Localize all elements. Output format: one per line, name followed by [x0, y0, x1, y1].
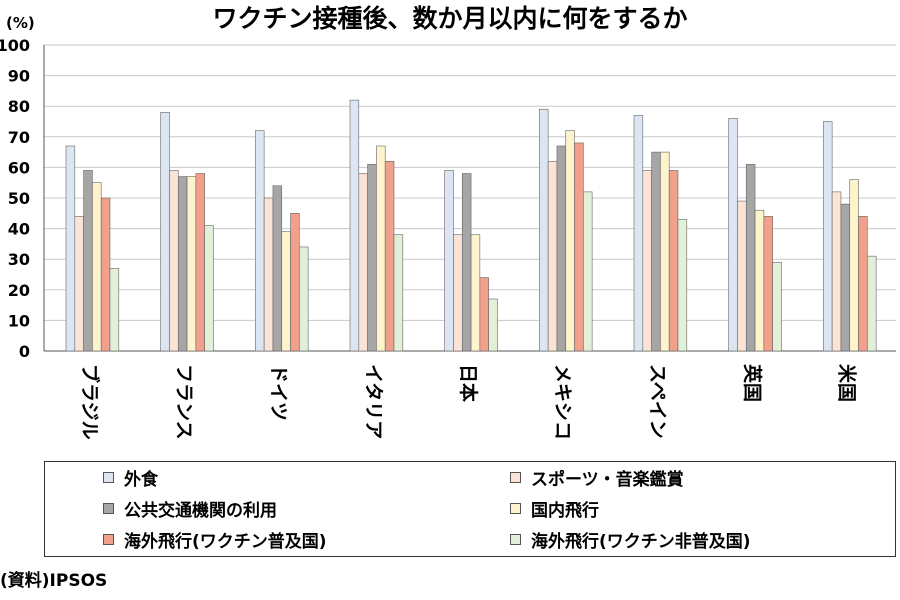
- bar: [444, 170, 454, 352]
- bar: [823, 121, 833, 352]
- y-tick-label: 40: [8, 220, 30, 239]
- legend-swatch: [103, 533, 114, 545]
- x-category-label: 米国: [836, 364, 859, 402]
- bar: [539, 108, 549, 352]
- y-tick-label: 80: [8, 97, 30, 116]
- bar: [195, 173, 205, 352]
- bar: [831, 191, 842, 352]
- bar: [100, 197, 111, 352]
- legend-label: 国内飛行: [531, 500, 599, 521]
- bar: [263, 197, 274, 352]
- y-tick-label: 100: [0, 36, 30, 55]
- bar: [204, 225, 214, 352]
- x-category-label: ドイツ: [268, 364, 290, 421]
- bar: [556, 145, 567, 352]
- chart-title: ワクチン接種後、数か月以内に何をするか: [212, 4, 688, 33]
- legend-label: 公共交通機関の利用: [124, 500, 277, 521]
- bar: [92, 182, 102, 352]
- bar: [849, 179, 859, 352]
- bar: [574, 142, 584, 352]
- source-note: (資料)IPSOS: [0, 571, 108, 591]
- bar: [668, 170, 679, 352]
- y-tick-label: 10: [8, 311, 30, 330]
- legend-swatch: [510, 533, 521, 545]
- legend-item: 外食: [103, 466, 158, 490]
- legend-swatch: [510, 471, 521, 483]
- bar-chart: 0 10 20 30 40 50 60 70 80 90 100 ブラジル フランス ドイツ イタリア 日本 メ…: [0, 36, 896, 440]
- x-category-label: イタリア: [362, 364, 384, 439]
- bar: [272, 185, 283, 352]
- bar: [763, 216, 773, 352]
- bar: [186, 176, 197, 352]
- bar: [867, 255, 877, 352]
- bar: [470, 234, 481, 352]
- bar: [177, 176, 188, 352]
- bar: [677, 219, 688, 352]
- x-category-label: メキシコ: [552, 364, 574, 440]
- bar: [488, 298, 498, 352]
- bar: [384, 160, 395, 352]
- legend: 外食 スポーツ・音楽鑑賞公共交通機関の利用 国内飛行海外飛行(ワクチン普及国) 海外飛…: [44, 461, 896, 557]
- bar: [290, 213, 300, 352]
- bar: [728, 118, 738, 352]
- bar: [376, 145, 386, 352]
- y-tick-label: 20: [8, 281, 30, 300]
- y-tick-label: 90: [8, 67, 30, 86]
- bar: [281, 231, 291, 352]
- bar: [660, 151, 670, 352]
- legend-swatch: [103, 502, 114, 514]
- x-category-label: ブラジル: [78, 364, 101, 440]
- legend-swatch: [103, 471, 114, 483]
- y-axis-unit-label: (%): [6, 14, 35, 32]
- bar: [737, 200, 747, 352]
- legend-item: 公共交通機関の利用: [103, 497, 277, 521]
- bar: [393, 234, 404, 352]
- x-category-label: フランス: [173, 364, 195, 440]
- bar: [169, 170, 179, 352]
- legend-item: 海外飛行(ワクチン普及国): [103, 528, 327, 552]
- bar: [461, 173, 472, 352]
- bar: [642, 170, 652, 352]
- bar: [358, 173, 368, 352]
- x-category-label: スペイン: [646, 364, 668, 439]
- bar: [583, 191, 593, 352]
- legend-item: 海外飛行(ワクチン非普及国): [510, 528, 751, 552]
- bar: [65, 145, 76, 352]
- bar: [367, 164, 377, 352]
- bar: [349, 99, 360, 352]
- bar: [83, 170, 93, 352]
- bar: [745, 164, 756, 352]
- legend-swatch: [510, 502, 521, 514]
- bar: [255, 130, 265, 352]
- bar: [109, 268, 120, 352]
- legend-label: スポーツ・音楽鑑賞: [531, 469, 684, 490]
- y-tick-label: 50: [8, 189, 30, 208]
- bar: [74, 216, 84, 352]
- bar: [858, 216, 868, 352]
- legend-item: スポーツ・音楽鑑賞: [510, 466, 684, 490]
- x-category-label: 日本: [457, 364, 480, 402]
- bar: [479, 277, 489, 352]
- bar: [299, 246, 309, 352]
- legend-item: 国内飛行: [510, 497, 599, 521]
- y-tick-label: 30: [8, 250, 30, 269]
- bar: [651, 151, 661, 352]
- y-tick-label: 60: [8, 158, 30, 177]
- legend-label: 海外飛行(ワクチン普及国): [124, 531, 327, 552]
- legend-label: 海外飛行(ワクチン非普及国): [531, 531, 751, 552]
- bar: [565, 130, 575, 352]
- bar: [160, 112, 170, 352]
- bar: [547, 160, 558, 352]
- bar: [840, 203, 851, 352]
- y-tick-label: 0: [19, 342, 30, 361]
- y-tick-label: 70: [8, 128, 30, 147]
- bar: [453, 234, 463, 352]
- legend-label: 外食: [124, 469, 158, 490]
- bar: [772, 261, 782, 352]
- x-category-label: 英国: [741, 364, 764, 402]
- bar: [633, 115, 644, 352]
- bar: [754, 209, 765, 352]
